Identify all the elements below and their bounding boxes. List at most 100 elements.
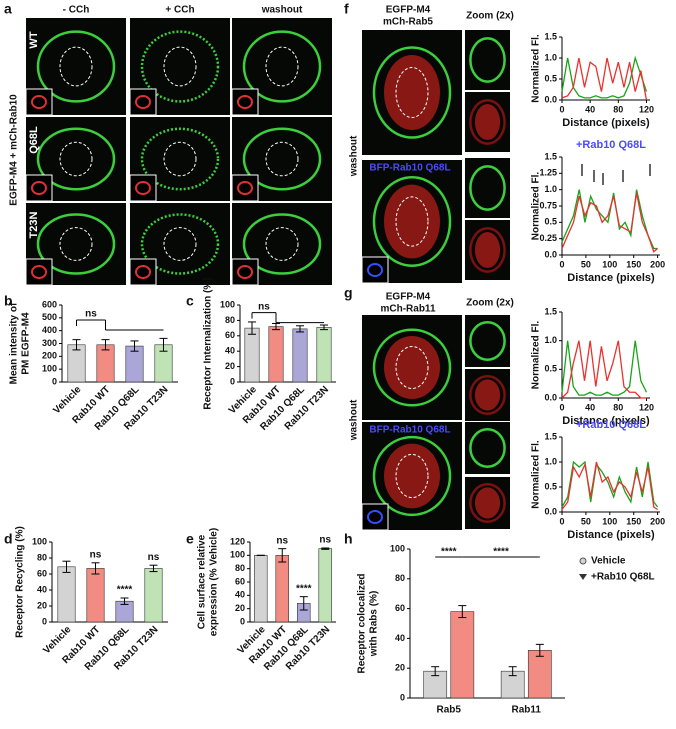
cell-outline bbox=[140, 213, 220, 275]
annotation: **** bbox=[493, 547, 509, 558]
red-signal bbox=[384, 55, 440, 130]
inset bbox=[25, 88, 53, 116]
x-tick-label: 0 bbox=[559, 259, 564, 269]
cell-outline bbox=[36, 30, 116, 103]
y-tick-label: 0.0 bbox=[544, 249, 557, 259]
micrographs bbox=[25, 18, 510, 531]
error-bar bbox=[296, 325, 304, 333]
nucleus bbox=[265, 227, 299, 261]
y-tick-label: 1.5 bbox=[544, 431, 557, 441]
error-bar bbox=[149, 564, 158, 573]
inset bbox=[129, 174, 157, 202]
nucleus bbox=[265, 141, 299, 177]
error-bar bbox=[278, 548, 287, 563]
cell-outline bbox=[372, 46, 452, 139]
annotation: ns bbox=[85, 309, 97, 320]
panel-letter: d bbox=[4, 531, 13, 547]
y-tick-label: 80 bbox=[37, 552, 47, 562]
x-axis-label: Distance (pixels) bbox=[567, 529, 655, 541]
y-tick-label: 0 bbox=[240, 616, 245, 626]
annotation: ns bbox=[276, 535, 288, 546]
inset-signal bbox=[135, 181, 151, 195]
cell-outline bbox=[469, 483, 506, 523]
x-tick-label: 200 bbox=[650, 516, 665, 526]
y-tick-label: 0.0 bbox=[544, 392, 557, 402]
overlay-label: BFP-Rab10 Q68L bbox=[369, 425, 450, 436]
y-axis-label: Receptor Internalization (%) bbox=[203, 277, 214, 409]
column-header: - CCh bbox=[63, 5, 90, 16]
y-tick-label: 60 bbox=[225, 330, 235, 340]
side-label: EGFP-M4 + mCh-Rab10 bbox=[9, 94, 20, 206]
y-axis-label: Mean intensity of bbox=[9, 302, 20, 384]
annotation: +Rab10 Q68L bbox=[576, 139, 646, 151]
y-axis-label: PM EGFP-M4 bbox=[21, 312, 32, 375]
x-tick-label: 80 bbox=[613, 402, 623, 412]
micrograph bbox=[465, 158, 510, 218]
error-bar bbox=[320, 324, 328, 331]
cell-outline bbox=[372, 328, 452, 407]
cell-outline bbox=[372, 175, 452, 268]
line-series bbox=[561, 189, 658, 250]
annotation: ns bbox=[319, 535, 331, 546]
x-tick-label: 200 bbox=[650, 259, 665, 269]
inset bbox=[361, 256, 389, 284]
y-tick-label: 200 bbox=[42, 351, 57, 361]
image-label: mCh-Rab11 bbox=[380, 304, 435, 315]
y-tick-label: 300 bbox=[42, 338, 57, 348]
annotation: **** bbox=[441, 547, 457, 558]
cell-outline bbox=[140, 30, 220, 103]
legend-marker bbox=[579, 574, 587, 580]
line-series bbox=[561, 340, 647, 399]
row-label: T23N bbox=[28, 211, 40, 238]
line-series bbox=[561, 340, 648, 396]
nucleus bbox=[395, 196, 429, 247]
inset-signal bbox=[135, 265, 151, 279]
inset bbox=[129, 88, 157, 116]
y-tick-label: 0.5 bbox=[544, 217, 557, 227]
y-tick-label: 400 bbox=[42, 325, 57, 335]
inset-signal bbox=[31, 181, 47, 195]
y-tick-label: 0.0 bbox=[544, 94, 557, 104]
nucleus bbox=[265, 46, 299, 87]
cell-outline bbox=[372, 435, 452, 517]
micrograph bbox=[465, 30, 510, 90]
y-axis-label: Normalized Fl. bbox=[531, 34, 542, 103]
legend-label: +Rab10 Q68L bbox=[591, 572, 655, 583]
image-label: Zoom (2x) bbox=[466, 11, 514, 22]
x-tick-label: 40 bbox=[585, 402, 595, 412]
y-tick-label: 20 bbox=[395, 663, 405, 673]
x-tick-label: 100 bbox=[602, 516, 617, 526]
y-axis-label: Receptor colocalized bbox=[357, 573, 368, 673]
inset-signal bbox=[135, 95, 151, 109]
y-tick-label: 100 bbox=[390, 543, 405, 553]
y-axis-label: with Rabs (%) bbox=[369, 591, 380, 658]
y-tick-label: 0.0 bbox=[544, 506, 557, 516]
cell-outline bbox=[36, 213, 116, 275]
row-label: Q68L bbox=[28, 126, 40, 154]
y-tick-label: 1.5 bbox=[544, 306, 557, 316]
y-tick-label: 80 bbox=[225, 315, 235, 325]
line-series bbox=[561, 460, 659, 508]
error-bar bbox=[72, 339, 81, 351]
bar bbox=[292, 328, 308, 383]
error-bar bbox=[130, 340, 139, 352]
image-label: EGFP-M4 bbox=[386, 292, 431, 303]
inset bbox=[231, 88, 259, 116]
x-tick-label: 150 bbox=[626, 516, 641, 526]
inset bbox=[25, 174, 53, 202]
legend-marker bbox=[579, 557, 587, 565]
panel-letter: f bbox=[344, 1, 349, 17]
image-label: mCh-Rab5 bbox=[383, 17, 433, 28]
inset-signal bbox=[31, 95, 47, 109]
bar bbox=[144, 568, 163, 623]
error-bar bbox=[458, 605, 467, 619]
annotation: +Rab10 Q68L bbox=[576, 419, 646, 431]
inset bbox=[231, 174, 259, 202]
x-tick-label: 40 bbox=[585, 104, 595, 114]
y-tick-label: 0.5 bbox=[544, 364, 557, 374]
inset-signal bbox=[31, 265, 47, 279]
error-bar bbox=[248, 321, 256, 335]
error-bar bbox=[321, 547, 330, 550]
arrows bbox=[581, 164, 651, 185]
inset-signal bbox=[237, 95, 253, 109]
